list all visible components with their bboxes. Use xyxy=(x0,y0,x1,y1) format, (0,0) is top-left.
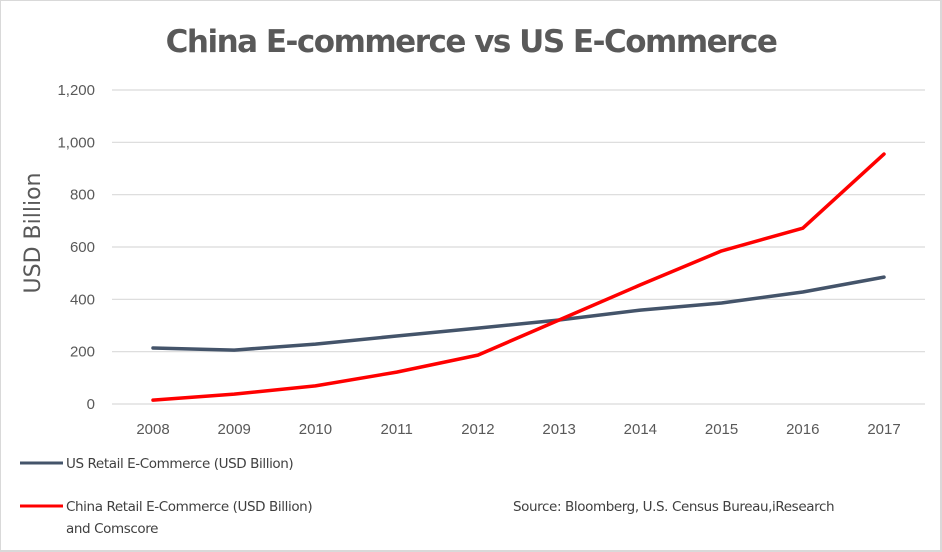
series-line-china xyxy=(151,152,886,402)
legend-label-us: US Retail E-Commerce (USD Billion) xyxy=(66,456,293,472)
y-tick-label: 1,200 xyxy=(57,82,95,99)
x-tick-label: 2010 xyxy=(299,421,332,438)
x-tick-label: 2014 xyxy=(624,421,657,438)
y-tick-label: 600 xyxy=(70,239,95,256)
x-tick-labels: 2008 2009 2010 2011 2012 2013 2014 2015 2016 2017 xyxy=(136,421,900,438)
y-tick-label: 0 xyxy=(87,396,95,413)
x-tick-label: 2008 xyxy=(136,421,169,438)
y-tick-label: 400 xyxy=(70,291,95,308)
source-annotation: Source: Bloomberg, U.S. Census Bureau,iR… xyxy=(513,499,834,515)
x-tick-label: 2009 xyxy=(218,421,251,438)
y-axis-label: USD Billion xyxy=(21,173,46,294)
chart-title: China E-commerce vs US E-Commerce xyxy=(166,24,777,60)
x-tick-label: 2017 xyxy=(867,421,900,438)
x-tick-label: 2012 xyxy=(461,421,494,438)
x-tick-label: 2013 xyxy=(542,421,575,438)
y-tick-label: 800 xyxy=(70,187,95,204)
x-tick-label: 2016 xyxy=(786,421,819,438)
y-tick-label: 200 xyxy=(70,344,95,361)
x-tick-label: 2011 xyxy=(381,421,413,438)
y-tick-labels: 0 200 400 600 800 1,000 1,200 xyxy=(57,82,95,413)
gridlines xyxy=(112,89,925,405)
legend: US Retail E-Commerce (USD Billion) China… xyxy=(20,456,313,537)
series-lines xyxy=(151,152,886,402)
legend-label-china-line2: and Comscore xyxy=(66,521,158,537)
x-tick-label: 2015 xyxy=(705,421,738,438)
series-line-us xyxy=(151,275,886,352)
y-tick-label: 1,000 xyxy=(57,134,95,151)
legend-label-china-line1: China Retail E-Commerce (USD Billion) xyxy=(66,499,312,515)
